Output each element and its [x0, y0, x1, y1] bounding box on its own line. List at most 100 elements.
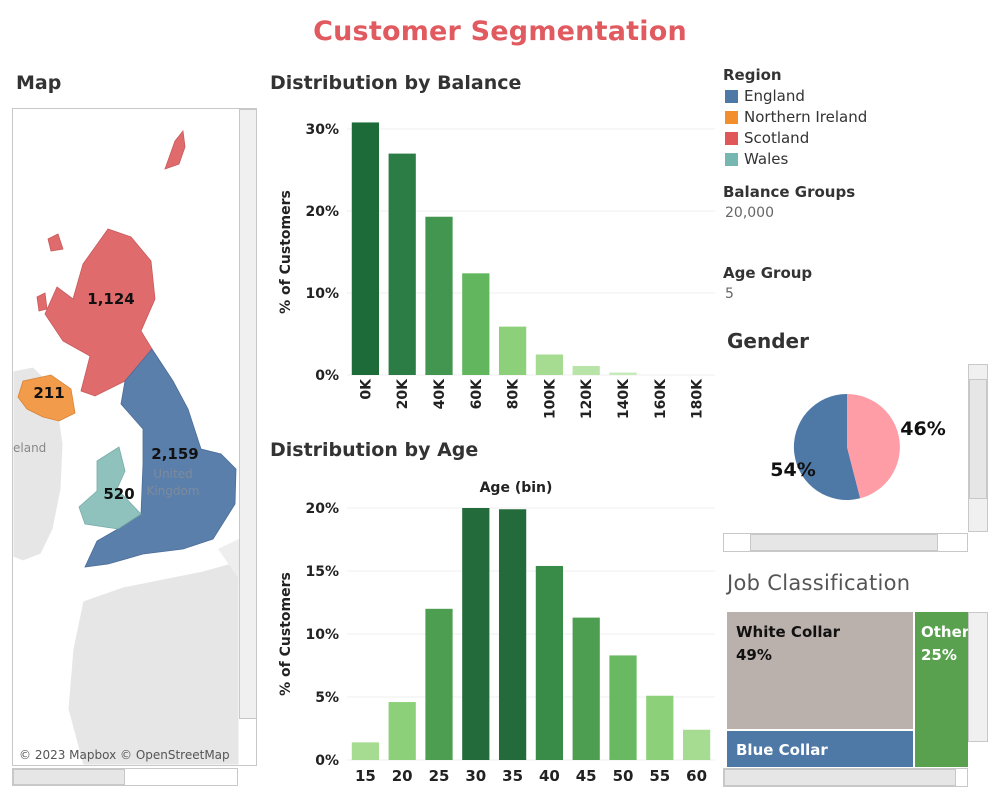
- job-tile-other-name: Other: [921, 623, 968, 641]
- gender-label-46: 46%: [900, 418, 945, 440]
- x-tick-label: 20: [392, 767, 413, 785]
- map-attribution: © 2023 Mapbox © OpenStreetMap: [19, 748, 230, 762]
- map-vertical-scrollbar[interactable]: [239, 109, 257, 719]
- age-chart: 0% 5% 10% 15% 20% % of Customers Age (bin) 15 20…: [278, 480, 715, 785]
- age-group-param-value[interactable]: 5: [725, 286, 734, 302]
- x-axis-title: Age (bin): [480, 480, 553, 496]
- bar[interactable]: [388, 153, 416, 375]
- map-horizontal-scrollbar[interactable]: [12, 768, 238, 786]
- gender-horizontal-scrollbar[interactable]: [723, 533, 968, 552]
- bar[interactable]: [351, 122, 380, 375]
- gender-hscroll-thumb[interactable]: [750, 534, 938, 551]
- france-landmass: [67, 560, 239, 765]
- gender-label-54: 54%: [770, 459, 815, 481]
- region-scotland-islands: [36, 130, 186, 312]
- x-tick-label: 100K: [542, 378, 558, 419]
- job-horizontal-scrollbar[interactable]: [723, 768, 968, 787]
- x-tick-label: 180K: [690, 378, 706, 419]
- x-tick-label: 40K: [432, 378, 448, 409]
- value-label-wales: 520: [103, 485, 134, 503]
- bar[interactable]: [535, 354, 564, 376]
- y-tick-label: 30%: [305, 122, 339, 138]
- legend-swatch-wales: [725, 153, 738, 166]
- job-tile-white-collar-pct: 49%: [736, 646, 772, 664]
- value-label-scotland: 1,124: [87, 290, 134, 308]
- bar[interactable]: [572, 365, 600, 375]
- bar[interactable]: [462, 508, 490, 760]
- region-england: [84, 348, 237, 568]
- y-tick-label: 10%: [305, 627, 339, 643]
- x-tick-label: 55: [649, 767, 670, 785]
- job-hscroll-thumb[interactable]: [724, 769, 956, 786]
- balance-chart: 0% 10% 20% 30% % of Customers 0K 20K 40K 60K 80K 1…: [278, 122, 715, 419]
- x-tick-label: 60: [686, 767, 707, 785]
- job-tile-other-pct: 25%: [921, 646, 957, 664]
- job-tile-other[interactable]: Other 25%: [915, 612, 968, 767]
- map-canvas[interactable]: 1,124 211 2,159 520 United Kingdom eland…: [13, 109, 239, 765]
- job-treemap: White Collar 49% Other 25% Blue Collar: [727, 612, 968, 767]
- job-vertical-scrollbar[interactable]: [968, 612, 988, 742]
- legend-item-northern-ireland[interactable]: Northern Ireland: [725, 107, 867, 128]
- bar[interactable]: [462, 273, 490, 375]
- y-tick-label: 5%: [315, 690, 339, 706]
- y-axis-title: % of Customers: [278, 190, 294, 314]
- legend-item-wales[interactable]: Wales: [725, 149, 867, 170]
- y-tick-label: 15%: [305, 564, 339, 580]
- gender-slice-46[interactable]: [847, 394, 900, 499]
- y-tick-label: 0%: [315, 368, 339, 384]
- gender-title: Gender: [727, 329, 809, 353]
- x-tick-label: 120K: [579, 378, 595, 419]
- x-tick-label: 40: [539, 767, 560, 785]
- map-title: Map: [16, 72, 62, 94]
- job-tile-blue-collar[interactable]: Blue Collar: [727, 731, 913, 767]
- balance-chart-title: Distribution by Balance: [270, 72, 522, 94]
- bar[interactable]: [388, 702, 416, 760]
- bar[interactable]: [535, 565, 564, 760]
- legend-swatch-england: [725, 90, 738, 103]
- job-tile-white-collar[interactable]: White Collar 49%: [727, 612, 913, 729]
- legend-swatch-scotland: [725, 132, 738, 145]
- bar[interactable]: [425, 608, 453, 760]
- region-wales: [78, 446, 142, 530]
- bar[interactable]: [425, 216, 453, 375]
- balance-groups-param-title: Balance Groups: [723, 183, 856, 201]
- bar[interactable]: [498, 509, 527, 760]
- job-tile-white-collar-name: White Collar: [736, 623, 841, 641]
- job-classification-title: Job Classification: [727, 571, 911, 595]
- y-tick-label: 20%: [305, 204, 339, 220]
- x-tick-label: 140K: [616, 378, 632, 419]
- bar[interactable]: [498, 326, 527, 375]
- bar[interactable]: [609, 372, 637, 375]
- legend-item-scotland[interactable]: Scotland: [725, 128, 867, 149]
- x-tick-label: 30: [465, 767, 486, 785]
- x-tick-label: 25: [429, 767, 450, 785]
- x-tick-label: 20K: [395, 378, 411, 409]
- x-tick-label: 50: [613, 767, 634, 785]
- region-legend: England Northern Ireland Scotland Wales: [725, 86, 867, 170]
- bar[interactable]: [646, 695, 674, 760]
- job-tile-blue-collar-name: Blue Collar: [736, 741, 828, 759]
- y-tick-label: 0%: [315, 753, 339, 769]
- bar[interactable]: [572, 617, 600, 760]
- gender-vscroll-thumb[interactable]: [969, 379, 987, 499]
- x-tick-label: 35: [502, 767, 523, 785]
- region-scotland: [44, 228, 156, 397]
- gender-pie-chart: 54% 46%: [770, 393, 946, 500]
- y-tick-label: 10%: [305, 286, 339, 302]
- bar[interactable]: [351, 742, 380, 760]
- y-axis-title: % of Customers: [278, 572, 294, 696]
- basemap-label-ireland: eland: [13, 441, 46, 455]
- balance-groups-param-value[interactable]: 20,000: [725, 205, 774, 221]
- legend-item-england[interactable]: England: [725, 86, 867, 107]
- basemap-label-kingdom: Kingdom: [146, 484, 199, 498]
- scandinavia-coast: [218, 539, 239, 579]
- y-tick-label: 20%: [305, 501, 339, 517]
- map-scroll-thumb[interactable]: [13, 769, 125, 785]
- dashboard-title: Customer Segmentation: [313, 16, 687, 47]
- x-tick-label: 45: [576, 767, 597, 785]
- region-legend-title: Region: [723, 66, 782, 84]
- gender-vertical-scrollbar[interactable]: [968, 364, 988, 532]
- gender-slice-54[interactable]: [793, 393, 861, 500]
- bar[interactable]: [609, 655, 637, 760]
- bar[interactable]: [682, 729, 711, 760]
